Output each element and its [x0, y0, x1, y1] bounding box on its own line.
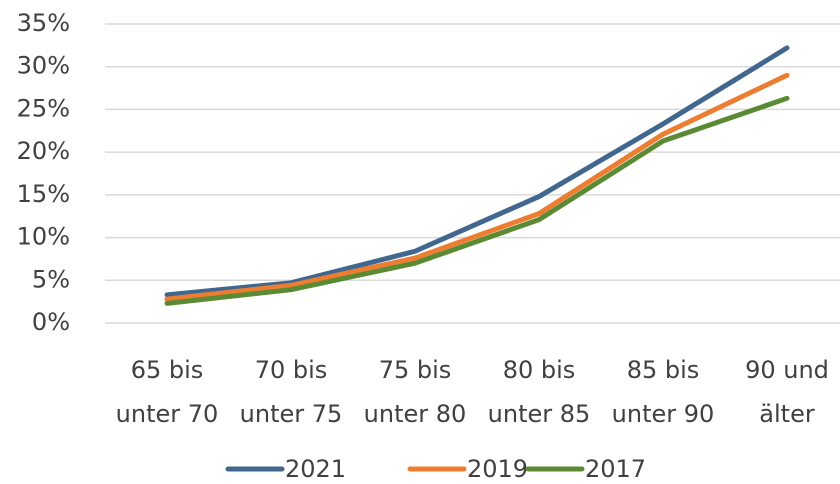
series-line [164, 45, 790, 298]
x-tick-label: 80 bis unter 85 [487, 356, 591, 428]
legend-label: 2019 [467, 455, 528, 483]
y-tick-label: 15% [17, 180, 70, 208]
series-line [164, 95, 790, 306]
y-tick-label: 20% [17, 137, 70, 165]
x-tick-label: 70 bis unter 75 [239, 356, 343, 428]
x-tick-label: 90 und älter [745, 356, 829, 428]
y-tick-label: 25% [17, 94, 70, 122]
series-line [164, 72, 790, 302]
y-tick-label: 35% [17, 9, 70, 37]
y-tick-label: 10% [17, 223, 70, 251]
legend-label: 2017 [585, 455, 646, 483]
y-tick-label: 5% [32, 265, 70, 293]
y-tick-label: 30% [17, 52, 70, 80]
x-tick-label: 65 bis unter 70 [115, 356, 219, 428]
x-tick-label: 75 bis unter 80 [363, 356, 467, 428]
x-tick-label: 85 bis unter 90 [611, 356, 715, 428]
y-tick-label: 0% [32, 308, 70, 336]
legend-label: 2021 [285, 455, 346, 483]
